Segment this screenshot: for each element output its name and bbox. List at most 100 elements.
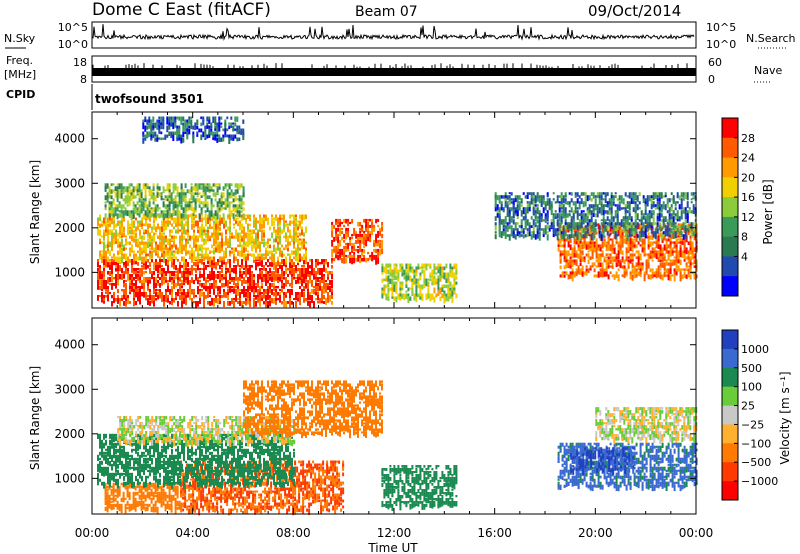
beam-title: Beam 07 [355, 4, 418, 20]
data-cell [512, 219, 515, 225]
data-cell [150, 131, 153, 134]
data-cell [381, 242, 384, 250]
data-cell [170, 122, 173, 127]
data-cell [301, 265, 303, 268]
data-cell [108, 189, 111, 194]
data-cell [164, 189, 167, 192]
data-cell [445, 272, 448, 279]
data-cell [123, 271, 125, 276]
data-cell [225, 268, 227, 271]
data-cell [195, 244, 197, 248]
data-cell [341, 236, 344, 241]
data-cell [162, 122, 165, 130]
data-cell [261, 268, 263, 271]
data-cell [669, 262, 672, 267]
data-cell [185, 229, 187, 235]
data-cell [437, 281, 440, 289]
data-cell [691, 241, 694, 246]
data-cell [621, 274, 624, 277]
data-cell [123, 217, 125, 222]
data-cell [550, 225, 553, 228]
data-cell [123, 274, 125, 279]
data-cell [588, 234, 591, 237]
data-cell [617, 250, 620, 256]
data-cell [159, 232, 161, 235]
data-cell [644, 201, 647, 206]
data-cell [109, 277, 111, 283]
data-cell [215, 238, 217, 243]
data-cell [183, 256, 185, 264]
data-cell [279, 298, 281, 303]
data-cell [263, 229, 265, 234]
data-cell [331, 251, 334, 258]
data-cell [239, 241, 241, 245]
data-cell [190, 508, 193, 514]
data-cell [155, 289, 157, 292]
data-cell [240, 210, 243, 213]
data-cell [101, 256, 103, 264]
data-cell [99, 295, 101, 298]
data-cell [263, 277, 265, 282]
data-cell [172, 198, 175, 204]
data-cell [118, 491, 121, 497]
data-cell [379, 233, 382, 237]
data-cell [587, 244, 590, 250]
data-cell [588, 195, 591, 201]
data-cell [605, 256, 608, 259]
data-cell [689, 235, 692, 239]
data-cell [664, 195, 667, 198]
data-cell [351, 233, 354, 237]
data-cell [171, 292, 173, 299]
data-cell [580, 192, 583, 196]
data-cell [213, 271, 215, 275]
data-cell [182, 502, 185, 508]
data-cell [150, 207, 153, 210]
data-cell [680, 213, 683, 220]
data-cell [192, 125, 195, 130]
data-cell [520, 228, 523, 233]
data-cell [638, 219, 641, 222]
data-cell [600, 201, 603, 206]
data-cell [210, 201, 213, 207]
data-cell [363, 245, 366, 248]
data-cell [114, 207, 117, 214]
y-tick-label: 4000 [54, 132, 85, 146]
data-cell [616, 216, 619, 222]
data-cell [627, 244, 630, 251]
data-cell [220, 122, 223, 125]
data-cell [576, 207, 579, 210]
data-cell [150, 506, 153, 512]
data-cell [337, 218, 340, 225]
data-cell [177, 223, 179, 227]
data-cell [289, 271, 291, 274]
data-cell [105, 220, 107, 226]
data-cell [363, 233, 366, 240]
data-cell [235, 214, 237, 217]
data-cell [589, 256, 592, 260]
data-cell [198, 183, 201, 190]
data-cell [494, 207, 497, 212]
data-cell [642, 228, 645, 231]
data-cell [150, 210, 153, 216]
data-cell [147, 238, 149, 241]
data-cell [271, 217, 273, 223]
data-cell [303, 298, 305, 303]
data-cell [624, 210, 627, 213]
data-cell [502, 231, 505, 236]
data-cell [327, 283, 329, 288]
data-cell [635, 274, 638, 277]
data-cell [389, 278, 392, 282]
data-cell [155, 292, 157, 297]
data-cell [141, 223, 143, 230]
data-cell [137, 292, 139, 298]
data-cell [199, 271, 201, 276]
data-cell [145, 229, 147, 234]
data-cell [610, 195, 613, 200]
data-cell [279, 274, 281, 278]
data-cell [660, 234, 663, 241]
data-cell [522, 192, 525, 195]
data-cell [206, 122, 209, 127]
data-cell [439, 272, 442, 277]
data-cell [319, 283, 321, 286]
data-cell [193, 301, 195, 304]
